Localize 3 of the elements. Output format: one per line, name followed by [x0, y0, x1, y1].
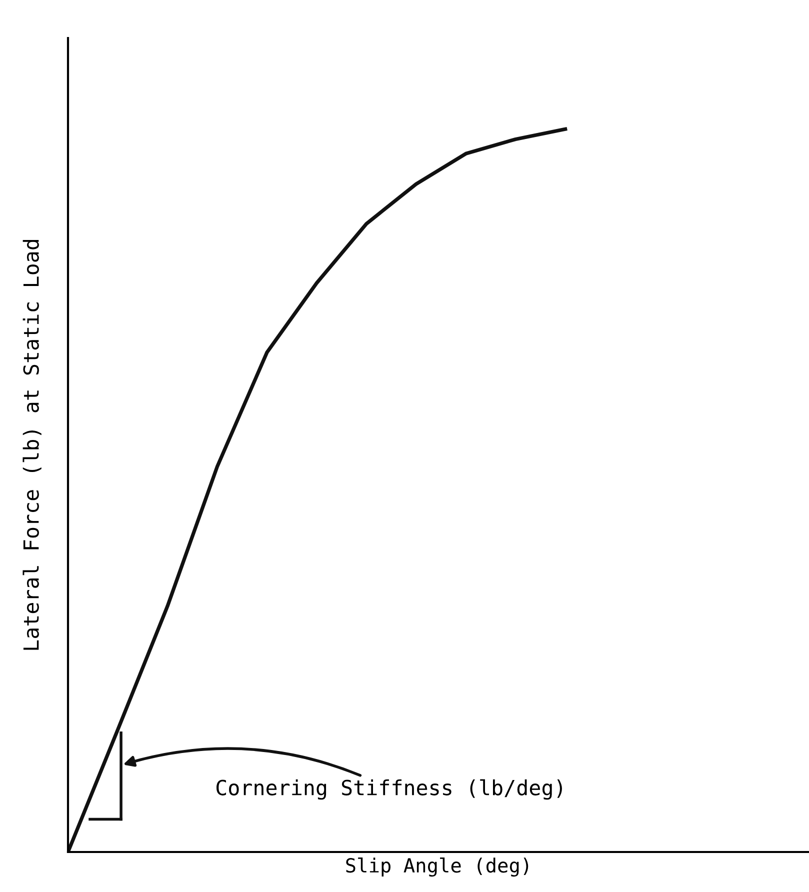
y-axis-title: Lateral Force (lb) at Static Load [22, 240, 42, 650]
x-axis-title: Slip Angle (deg) [346, 858, 528, 877]
annotation: Cornering Stiffness (lb/deg) [216, 779, 562, 800]
